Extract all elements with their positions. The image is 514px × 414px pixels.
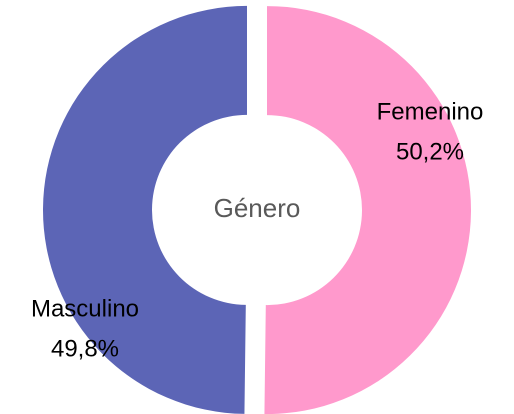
slice-label: Femenino [377, 98, 484, 125]
slice-value-label: 50,2% [396, 138, 464, 165]
chart-title: Género [214, 193, 301, 223]
donut-slice [264, 6, 471, 414]
donut-slice [42, 5, 248, 414]
slice-value-label: 49,8% [51, 335, 119, 362]
slice-label: Masculino [31, 295, 139, 322]
